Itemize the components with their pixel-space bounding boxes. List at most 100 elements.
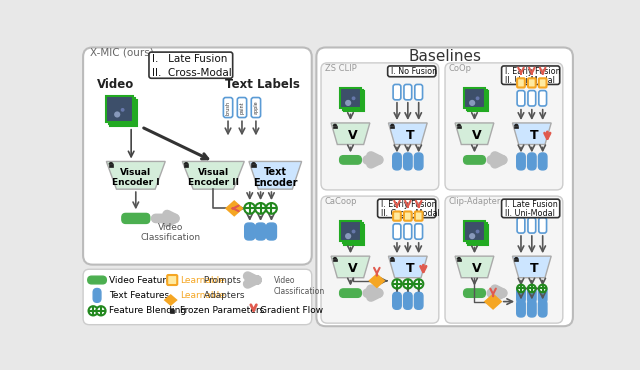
Text: CoOp: CoOp	[449, 64, 472, 73]
Text: T: T	[530, 129, 538, 142]
FancyBboxPatch shape	[340, 156, 362, 164]
FancyBboxPatch shape	[502, 199, 560, 218]
Text: I. Early Fusion: I. Early Fusion	[505, 67, 561, 76]
Circle shape	[244, 203, 255, 214]
FancyBboxPatch shape	[83, 269, 312, 325]
Circle shape	[255, 203, 266, 214]
Circle shape	[469, 100, 476, 106]
Text: T: T	[530, 262, 538, 275]
Text: Video
Classification: Video Classification	[141, 223, 201, 242]
FancyBboxPatch shape	[252, 98, 260, 118]
Text: Text Labels: Text Labels	[225, 78, 300, 91]
Text: Adapters: Adapters	[201, 291, 244, 300]
Text: X-MIC (ours): X-MIC (ours)	[90, 48, 154, 58]
Bar	[343, 90, 363, 110]
FancyBboxPatch shape	[539, 78, 547, 88]
Bar	[109, 164, 113, 167]
Bar	[465, 88, 484, 108]
Text: ZS CLIP: ZS CLIP	[325, 64, 356, 73]
Polygon shape	[388, 123, 428, 145]
FancyBboxPatch shape	[415, 153, 423, 170]
FancyBboxPatch shape	[463, 156, 485, 164]
FancyBboxPatch shape	[393, 212, 401, 221]
Text: Visual
Encoder I: Visual Encoder I	[112, 168, 159, 187]
Text: Gradient Flow: Gradient Flow	[260, 306, 323, 315]
Text: Prompts: Prompts	[201, 276, 241, 285]
Text: V: V	[348, 129, 358, 142]
Text: V: V	[348, 262, 358, 275]
FancyBboxPatch shape	[393, 153, 401, 170]
Polygon shape	[165, 295, 176, 305]
Polygon shape	[370, 275, 384, 287]
Text: Frozen Parameters: Frozen Parameters	[180, 306, 264, 315]
Bar	[465, 221, 484, 241]
FancyBboxPatch shape	[415, 292, 423, 309]
Text: Text Features: Text Features	[109, 291, 170, 300]
Bar	[333, 125, 337, 128]
Polygon shape	[249, 161, 301, 189]
FancyBboxPatch shape	[393, 224, 401, 239]
FancyBboxPatch shape	[122, 213, 150, 223]
FancyBboxPatch shape	[463, 289, 485, 297]
Circle shape	[476, 96, 479, 100]
Bar	[110, 100, 136, 126]
Polygon shape	[106, 161, 165, 189]
Bar	[468, 91, 488, 111]
Text: Learnable: Learnable	[180, 276, 225, 285]
Polygon shape	[227, 202, 242, 215]
FancyBboxPatch shape	[93, 289, 101, 302]
Bar	[457, 259, 461, 261]
Circle shape	[96, 306, 106, 316]
Bar	[390, 259, 394, 261]
FancyBboxPatch shape	[538, 153, 547, 170]
Circle shape	[517, 285, 525, 292]
FancyBboxPatch shape	[266, 223, 276, 240]
Polygon shape	[331, 123, 370, 145]
Bar	[343, 223, 363, 243]
FancyBboxPatch shape	[404, 224, 412, 239]
Text: Video: Video	[97, 78, 134, 91]
FancyBboxPatch shape	[415, 84, 422, 100]
Bar	[467, 223, 487, 243]
FancyBboxPatch shape	[539, 218, 547, 233]
Bar	[106, 96, 132, 122]
Text: II. Cross-Modal: II. Cross-Modal	[381, 209, 440, 218]
Text: Visual
Encoder II: Visual Encoder II	[188, 168, 239, 187]
Circle shape	[528, 285, 536, 292]
FancyBboxPatch shape	[88, 276, 106, 284]
Bar	[467, 90, 487, 110]
Circle shape	[414, 279, 423, 289]
Circle shape	[351, 96, 355, 100]
FancyBboxPatch shape	[237, 98, 246, 118]
FancyBboxPatch shape	[445, 63, 563, 190]
FancyBboxPatch shape	[388, 66, 436, 77]
FancyBboxPatch shape	[244, 223, 255, 240]
Polygon shape	[455, 123, 494, 145]
FancyBboxPatch shape	[393, 84, 401, 100]
Circle shape	[469, 233, 476, 239]
Bar	[515, 125, 518, 128]
Text: V: V	[472, 262, 482, 275]
Circle shape	[121, 108, 125, 112]
Text: I. No Fusion: I. No Fusion	[391, 67, 437, 76]
Bar	[344, 225, 364, 245]
Text: I. Late Fusion: I. Late Fusion	[505, 200, 557, 209]
Polygon shape	[455, 256, 494, 278]
FancyBboxPatch shape	[316, 47, 573, 326]
Text: Learnable: Learnable	[180, 291, 225, 300]
Circle shape	[476, 229, 479, 233]
Bar	[184, 164, 188, 167]
Circle shape	[345, 233, 351, 239]
Circle shape	[539, 285, 547, 292]
FancyBboxPatch shape	[516, 153, 525, 170]
Text: Text
Encoder: Text Encoder	[253, 167, 298, 188]
Text: II. Uni-Modal: II. Uni-Modal	[505, 76, 555, 85]
FancyBboxPatch shape	[538, 300, 547, 317]
FancyBboxPatch shape	[404, 84, 412, 100]
Text: CaCoop: CaCoop	[325, 197, 357, 206]
FancyBboxPatch shape	[167, 275, 177, 285]
Text: brush: brush	[225, 101, 230, 115]
FancyBboxPatch shape	[415, 212, 422, 221]
Text: Feature Blending: Feature Blending	[109, 306, 187, 315]
Polygon shape	[182, 161, 244, 189]
